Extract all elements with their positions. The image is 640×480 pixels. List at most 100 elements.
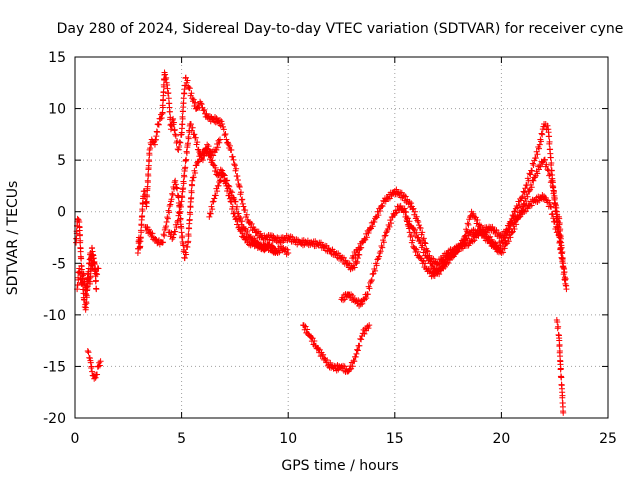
data-point-interp [216,139,223,146]
data-point [89,368,96,375]
y-tick-label: -20 [43,411,66,427]
data-point-interp [239,200,246,207]
x-axis-label: GPS time / hours [281,458,398,474]
data-point [560,409,567,416]
data-point-interp [363,234,370,241]
data-point [167,126,174,133]
data-point-interp [189,124,196,131]
data-point-interp [216,177,223,184]
data-point-interp [376,253,383,260]
data-point-interp [414,248,421,255]
data-point-interp [420,235,427,242]
data-point-interp [352,252,359,259]
data-point-interp [96,359,103,366]
data-point-interp [186,225,193,232]
data-point-interp [236,183,243,190]
data-point-interp [166,209,173,216]
data-point-interp [548,211,555,218]
data-point-interp [212,164,219,171]
data-point-interp [424,247,431,254]
data-point-interp [164,215,171,222]
data-point-interp [145,172,152,179]
data-point-interp [239,196,246,203]
data-point-interp [76,231,83,238]
data-point-interp [436,259,443,266]
data-point-interp [229,203,236,210]
data-point-interp [222,131,229,138]
data-point-interp [402,193,409,200]
data-point-interp [413,213,420,220]
data-point-interp [234,176,241,183]
data-point-interp [349,363,356,370]
data-point-interp [361,330,368,337]
data-point-interp [368,278,375,285]
data-point [351,358,358,365]
data-point-interp [421,246,428,253]
data-point-interp [207,210,214,217]
data-point-interp [229,153,236,160]
data-point-interp [219,123,226,130]
data-point-interp [546,133,553,140]
data-point [178,198,185,205]
data-point [178,229,185,236]
data-point [172,177,179,184]
data-point-interp [509,212,516,219]
data-point [155,121,162,128]
data-point-interp [190,96,197,103]
data-point-interp [537,163,544,170]
y-tick-label: 15 [48,50,66,66]
data-point-interp [209,206,216,213]
data-point-interp [375,212,382,219]
data-point-interp [212,114,219,121]
data-point-interp [470,210,477,217]
data-point-interp [192,134,199,141]
data-point [206,213,213,220]
data-point-interp [188,127,195,134]
data-point [181,255,188,262]
x-tick-label: 10 [279,431,297,447]
data-point-interp [143,200,150,207]
data-point-interp [145,226,152,233]
x-tick-label: 0 [71,431,80,447]
data-point-interp [203,146,210,153]
data-point-interp [527,171,534,178]
data-point-interp [442,254,449,261]
data-point-interp [243,211,250,218]
data-point [231,162,238,169]
data-point-interp [561,268,568,275]
data-point-interp [505,238,512,245]
y-tick-label: 5 [57,153,66,169]
data-point-interp [194,139,201,146]
data-point-interp [358,244,365,251]
data-point-interp [324,357,331,364]
data-point-interp [83,294,90,301]
data-point-interp [401,205,408,212]
data-point-interp [234,173,241,180]
data-point-interp [83,300,90,307]
data-point-interp [190,174,197,181]
data-point-interp [160,239,167,246]
data-point-interp [161,232,168,239]
data-point-interp [187,211,194,218]
data-point-interp [257,230,264,237]
data-point-interp [160,231,167,238]
y-tick-label: -10 [43,308,66,324]
data-point-interp [558,374,565,381]
data-point-interp [213,146,220,153]
data-point-interp [497,243,504,250]
data-point-interp [137,234,144,241]
data-point-interp [245,235,252,242]
data-point-interp [186,85,193,92]
data-point [180,95,187,102]
data-point-interp [146,152,153,159]
data-point [406,229,413,236]
data-point-interp [474,217,481,224]
data-point-interp [365,325,372,332]
data-point-interp [251,235,258,242]
data-point-interp [162,71,169,78]
data-point-interp [377,248,384,255]
data-point-interp [183,150,190,157]
data-point-interp [534,170,541,177]
data-point-interp [416,222,423,229]
data-point-interp [270,244,277,251]
